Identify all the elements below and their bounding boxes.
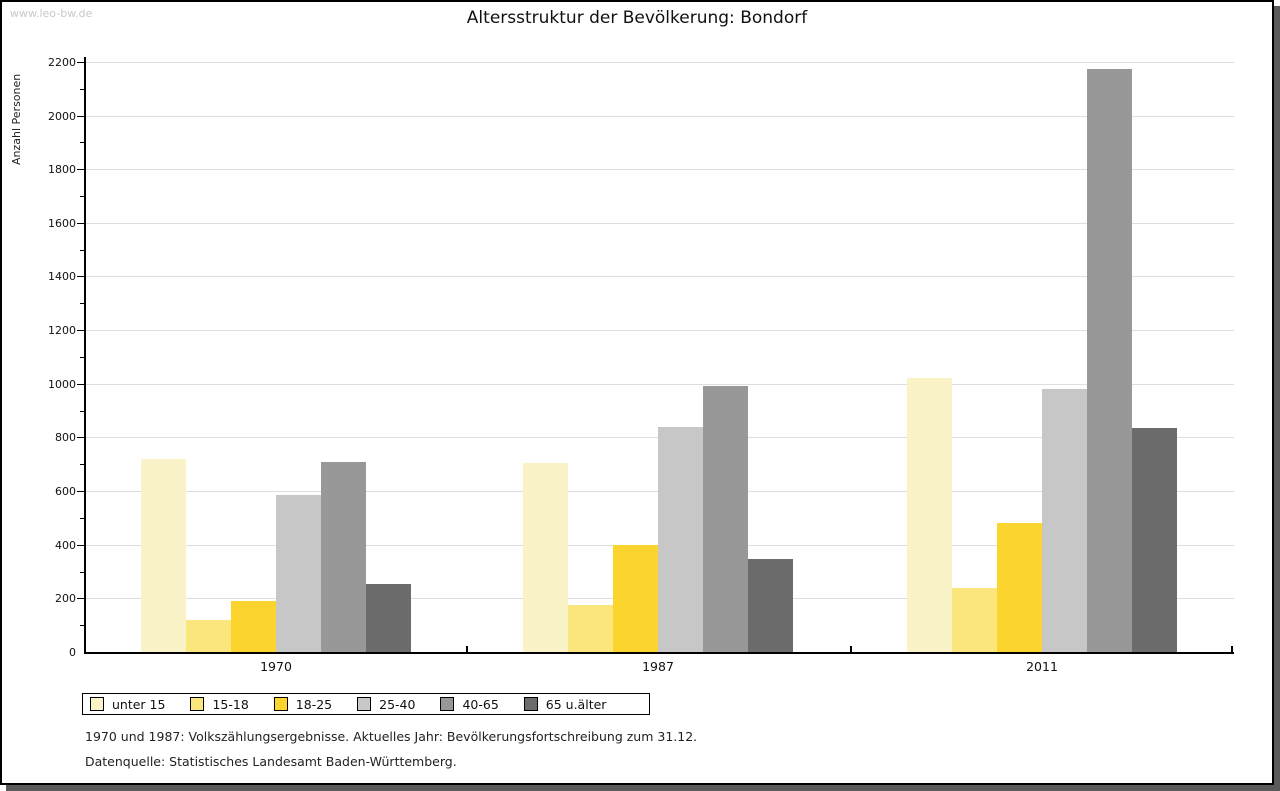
y-minor-tick [80, 303, 85, 305]
bar-unter-15-1970 [141, 459, 186, 652]
y-axis-line [84, 57, 86, 654]
x-category-label: 1970 [260, 659, 292, 674]
footnote-line-1: 1970 und 1987: Volkszählungsergebnisse. … [85, 729, 698, 744]
bar-15-18-1970 [186, 620, 231, 652]
watermark: www.leo-bw.de [10, 7, 93, 20]
y-major-tick [77, 383, 85, 385]
legend-swatch-icon [523, 697, 538, 711]
y-tick-label: 1000 [48, 377, 76, 391]
legend-label: unter 15 [112, 696, 166, 712]
bar-unter-15-2011 [907, 378, 952, 652]
y-major-tick [77, 544, 85, 546]
y-minor-tick [80, 142, 85, 144]
bar-25-40-2011 [1042, 389, 1087, 652]
bar-18-25-1987 [613, 545, 658, 652]
legend-swatch-icon [190, 697, 205, 711]
legend-item: 15-18 [190, 696, 249, 712]
gridline [85, 276, 1234, 278]
bar-40-65-1987 [703, 386, 748, 652]
y-minor-tick [80, 88, 85, 90]
bar-65-u.älter-1987 [748, 559, 793, 652]
bar-15-18-1987 [568, 605, 613, 652]
legend-label: 65 u.älter [545, 696, 607, 712]
y-minor-tick [80, 410, 85, 412]
gridline [85, 61, 1234, 63]
y-minor-tick [80, 249, 85, 251]
bar-15-18-2011 [952, 588, 997, 652]
x-category-label: 1987 [642, 659, 674, 674]
y-tick-label: 0 [69, 646, 76, 659]
y-major-tick [77, 115, 85, 117]
bar-18-25-2011 [997, 523, 1042, 652]
legend-swatch-icon [357, 697, 372, 711]
y-major-tick [77, 598, 85, 600]
legend-swatch-icon [273, 697, 288, 711]
y-tick-label: 2200 [48, 55, 76, 69]
x-separator-tick [850, 646, 852, 652]
gridline [85, 383, 1234, 385]
y-tick-label: 1400 [48, 270, 76, 284]
legend-label: 25-40 [379, 696, 416, 712]
bar-40-65-1970 [321, 462, 366, 652]
y-axis-label: Anzahl Personen [10, 73, 23, 165]
x-separator-tick [1231, 646, 1233, 652]
y-tick-label: 1800 [48, 163, 76, 177]
y-major-tick [77, 437, 85, 439]
legend: unter 15 15-18 18-25 25-40 40-65 65 u.älter [82, 693, 650, 715]
legend-item: 18-25 [273, 696, 333, 712]
y-major-tick [77, 491, 85, 493]
bar-unter-15-1987 [523, 463, 568, 652]
legend-label: 40-65 [462, 696, 499, 712]
y-tick-label: 400 [55, 538, 76, 552]
y-minor-tick [80, 571, 85, 573]
gridline [85, 169, 1234, 171]
bar-25-40-1987 [658, 427, 703, 652]
y-tick-label: 2000 [48, 109, 76, 123]
y-minor-tick [80, 356, 85, 358]
y-tick-label: 1200 [48, 324, 76, 338]
legend-label: 15-18 [212, 696, 249, 712]
x-separator-tick [466, 646, 468, 652]
y-minor-tick [80, 195, 85, 197]
x-axis-line [84, 652, 1234, 654]
y-major-tick [77, 276, 85, 278]
y-major-tick [77, 222, 85, 224]
y-minor-tick [80, 517, 85, 519]
y-tick-label: 600 [55, 485, 76, 499]
y-major-tick [77, 330, 85, 332]
y-tick-label: 1600 [48, 216, 76, 230]
bar-18-25-1970 [231, 601, 276, 652]
legend-label: 18-25 [295, 696, 333, 712]
legend-item: unter 15 [90, 697, 165, 712]
y-major-tick [77, 61, 85, 63]
legend-item: 40-65 [440, 696, 499, 712]
y-tick-label: 800 [55, 431, 76, 445]
y-tick-label: 200 [55, 592, 76, 606]
footnote-line-2: Datenquelle: Statistisches Landesamt Bad… [85, 754, 457, 769]
x-category-label: 2011 [1026, 659, 1058, 674]
gridline [85, 115, 1234, 117]
legend-swatch-icon [90, 697, 104, 711]
y-minor-tick [80, 464, 85, 466]
legend-item: 25-40 [357, 697, 415, 712]
bar-25-40-1970 [276, 495, 321, 652]
legend-swatch-icon [440, 697, 455, 711]
chart-title: Altersstruktur der Bevölkerung: Bondorf [466, 8, 808, 28]
y-major-tick [77, 169, 85, 171]
bar-40-65-2011 [1087, 69, 1132, 652]
bar-65-u.älter-2011 [1132, 428, 1177, 652]
legend-item: 65 u.älter [523, 696, 607, 712]
bar-65-u.älter-1970 [366, 584, 411, 652]
y-minor-tick [80, 625, 85, 627]
gridline [85, 330, 1234, 332]
gridline [85, 222, 1234, 224]
